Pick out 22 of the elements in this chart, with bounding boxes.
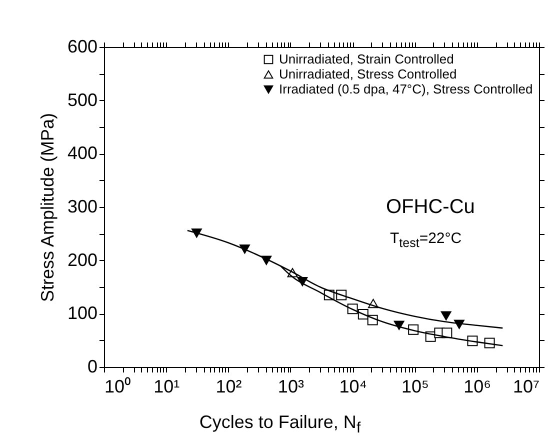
x-axis-title: Cycles to Failure, N$_{f}$ [198, 412, 362, 437]
x-tick-label: 10³ [278, 376, 304, 396]
legend-label: Irradiated (0.5 dpa, 47°C), Stress Controlled [279, 82, 533, 96]
legend-label: Unirradiated, Stress Controlled [279, 66, 457, 82]
x-tick-label: 10⁰ [104, 376, 131, 396]
x-tick-label: 10⁷ [512, 376, 540, 396]
y-axis-title: Stress Amplitude (MPa) [37, 112, 58, 302]
y-tick-label: 500 [67, 90, 98, 110]
x-tick-label: 10⁶ [464, 376, 492, 396]
y-tick-label: 600 [67, 36, 98, 56]
y-tick-label: 0 [87, 356, 98, 376]
annotation: T$_{test}$=22°C [390, 230, 462, 250]
y-tick-label: 200 [67, 250, 98, 270]
y-tick-label: 100 [67, 303, 98, 324]
y-tick-label: 400 [67, 143, 98, 164]
x-tick-label: 10¹ [154, 376, 180, 396]
x-tick-label: 10² [216, 376, 242, 396]
x-tick-label: 10⁴ [339, 376, 367, 396]
annotation: OFHC-Cu [386, 196, 475, 219]
x-tick-label: 10⁵ [401, 376, 429, 396]
y-tick-label: 300 [67, 196, 98, 216]
legend-label: Unirradiated, Strain Controlled [279, 52, 454, 66]
